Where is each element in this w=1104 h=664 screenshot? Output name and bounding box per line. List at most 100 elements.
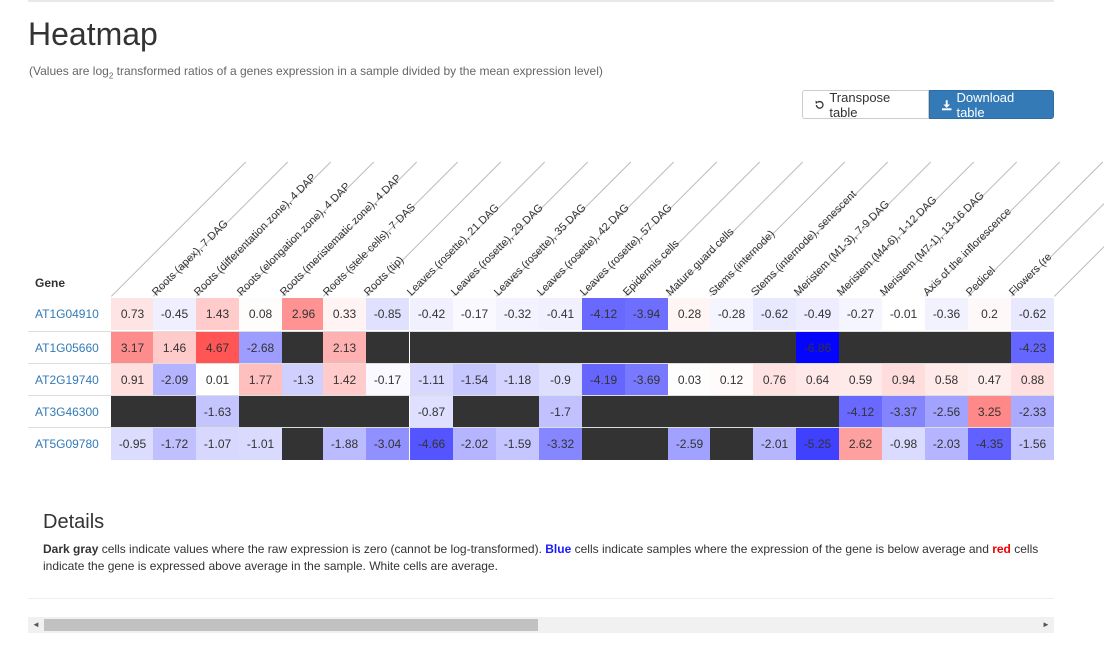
gene-link[interactable]: AT3G46300: [35, 405, 99, 419]
heatmap-cell: 1.46: [153, 332, 196, 364]
heatmap-cell: -4.35: [968, 428, 1011, 460]
transpose-table-button[interactable]: Transpose table: [802, 89, 929, 120]
scroll-right-icon[interactable]: ►: [1042, 620, 1050, 629]
heatmap-cell: -0.9: [539, 364, 582, 396]
heatmap-cell: 0.58: [925, 364, 968, 396]
heatmap-cell: -2.09: [153, 364, 196, 396]
subtitle-text-start: (Values are log: [29, 64, 109, 78]
heatmap-cell: -5.25: [796, 428, 839, 460]
page-title: Heatmap: [28, 16, 158, 52]
heatmap-cell: [925, 332, 968, 364]
heatmap-cell: [968, 332, 1011, 364]
heatmap-cell: -3.94: [625, 298, 668, 330]
heatmap-cell: -2.59: [668, 428, 711, 460]
heatmap-cell: -1.54: [453, 364, 496, 396]
scroll-thumb[interactable]: [44, 619, 538, 631]
heatmap-cell: [625, 396, 668, 428]
heatmap-cell: -0.27: [839, 298, 882, 330]
column-header-label: Roots (apex), 7 DAG: [150, 217, 231, 299]
heatmap-cell: -0.41: [539, 298, 582, 330]
heatmap-cell: [366, 332, 409, 364]
heatmap-cell: 0.03: [668, 364, 711, 396]
heatmap-cell: [668, 332, 711, 364]
heatmap-cell: [582, 332, 625, 364]
dark-gray-label: Dark gray: [43, 542, 99, 556]
heatmap-cell: -3.69: [625, 364, 668, 396]
heatmap-cell: -0.28: [710, 298, 753, 330]
details-title: Details: [43, 511, 105, 533]
column-header-label: Axis of the inflorescence: [921, 205, 1014, 299]
gene-link[interactable]: AT2G19740: [35, 373, 99, 387]
heatmap-cell: -0.62: [753, 298, 796, 330]
heatmap-cell: [668, 396, 711, 428]
column-header-label: Flowers (re: [1007, 251, 1055, 299]
table-row: AT1G05660 3.17 1.46 4.67 -2.68 2.13 -6.86 -4.23: [28, 331, 1054, 364]
subtitle-text-end: transformed ratios of a genes expression…: [113, 64, 603, 78]
heatmap-cell: [453, 332, 496, 364]
heatmap-cell: [282, 428, 325, 460]
blue-label: Blue: [545, 542, 572, 556]
heatmap-cell: [753, 396, 796, 428]
heatmap-cell: -0.32: [496, 298, 539, 330]
heatmap-cell: -0.17: [366, 364, 409, 396]
heatmap-cell: 3.25: [968, 396, 1011, 428]
heatmap-cell: -4.12: [839, 396, 882, 428]
heatmap-cell: 0.73: [111, 298, 154, 330]
heatmap-cell: -3.32: [539, 428, 582, 460]
heatmap-cell: 1.43: [196, 298, 239, 330]
transpose-label: Transpose table: [829, 89, 891, 120]
heatmap-cell: -3.37: [882, 396, 925, 428]
heatmap-cell: [282, 396, 325, 428]
heatmap-cell: -0.87: [410, 396, 453, 428]
heatmap-cell: -1.88: [323, 428, 366, 460]
heatmap-cell: [625, 332, 668, 364]
scroll-left-icon[interactable]: ◄: [32, 620, 40, 629]
heatmap-cell: -0.17: [453, 298, 496, 330]
download-icon: [941, 99, 952, 110]
heatmap-cell: -3.04: [366, 428, 409, 460]
gene-link[interactable]: AT5G09780: [35, 437, 99, 451]
details-text-part: cells indicate samples where the express…: [571, 542, 993, 556]
heatmap-cell: -0.42: [410, 298, 453, 330]
heatmap-cell: -2.33: [1011, 396, 1054, 428]
heatmap-cell: 0.12: [710, 364, 753, 396]
table-toolbar: Transpose table Download table: [802, 89, 1054, 120]
heatmap-cell: 1.77: [239, 364, 282, 396]
heatmap-cell: [153, 396, 196, 428]
heatmap-cell: 1.42: [323, 364, 366, 396]
heatmap-cell: -0.95: [111, 428, 154, 460]
heatmap-cell: 0.08: [239, 298, 282, 330]
download-table-button[interactable]: Download table: [929, 90, 1054, 120]
table-row: AT1G04910 0.73 -0.45 1.43 0.08 2.96 0.33 -0.85-…: [28, 298, 1054, 330]
heatmap-cell: [539, 332, 582, 364]
heatmap-cell: -4.66: [410, 428, 453, 460]
heatmap-cell: -1.07: [196, 428, 239, 460]
horizontal-scrollbar[interactable]: ◄ ►: [28, 617, 1054, 633]
heatmap-cell: [582, 428, 625, 460]
heatmap-cell: [796, 396, 839, 428]
heatmap-cell: 0.01: [196, 364, 239, 396]
heatmap-cell: -0.36: [925, 298, 968, 330]
heatmap-cell: [710, 428, 753, 460]
heatmap-cell: [496, 396, 539, 428]
page-subtitle: (Values are log2 transformed ratios of a…: [29, 64, 603, 80]
heatmap-cell: [323, 396, 366, 428]
table-row: AT2G19740 0.91 -2.09 0.01 1.77 -1.3 1.42 -0.17-…: [28, 363, 1054, 396]
subtitle-subscript: 2: [108, 71, 114, 81]
heatmap-cell: 2.13: [323, 332, 366, 364]
heatmap-cell: [753, 332, 796, 364]
heatmap-cell: -0.45: [153, 298, 196, 330]
gene-column-header: Gene: [35, 276, 66, 290]
gene-link[interactable]: AT1G04910: [35, 307, 99, 321]
table-row: AT3G46300 -1.63 -0.87 -1.7 -4.12 -3.37 -2.56 3.…: [28, 395, 1054, 428]
heatmap-cell: -6.86: [796, 332, 839, 364]
heatmap-cell: 0.33: [323, 298, 366, 330]
heatmap-cell: -2.01: [753, 428, 796, 460]
table-row: AT5G09780 -0.95 -1.72 -1.07 -1.01 -1.88 -3.04-…: [28, 427, 1054, 460]
heatmap-cell: -2.02: [453, 428, 496, 460]
heatmap-cell: [625, 428, 668, 460]
gene-link[interactable]: AT1G05660: [35, 341, 99, 355]
heatmap-cell: [582, 396, 625, 428]
heatmap-cell: [882, 332, 925, 364]
heatmap-cell: 0.59: [839, 364, 882, 396]
